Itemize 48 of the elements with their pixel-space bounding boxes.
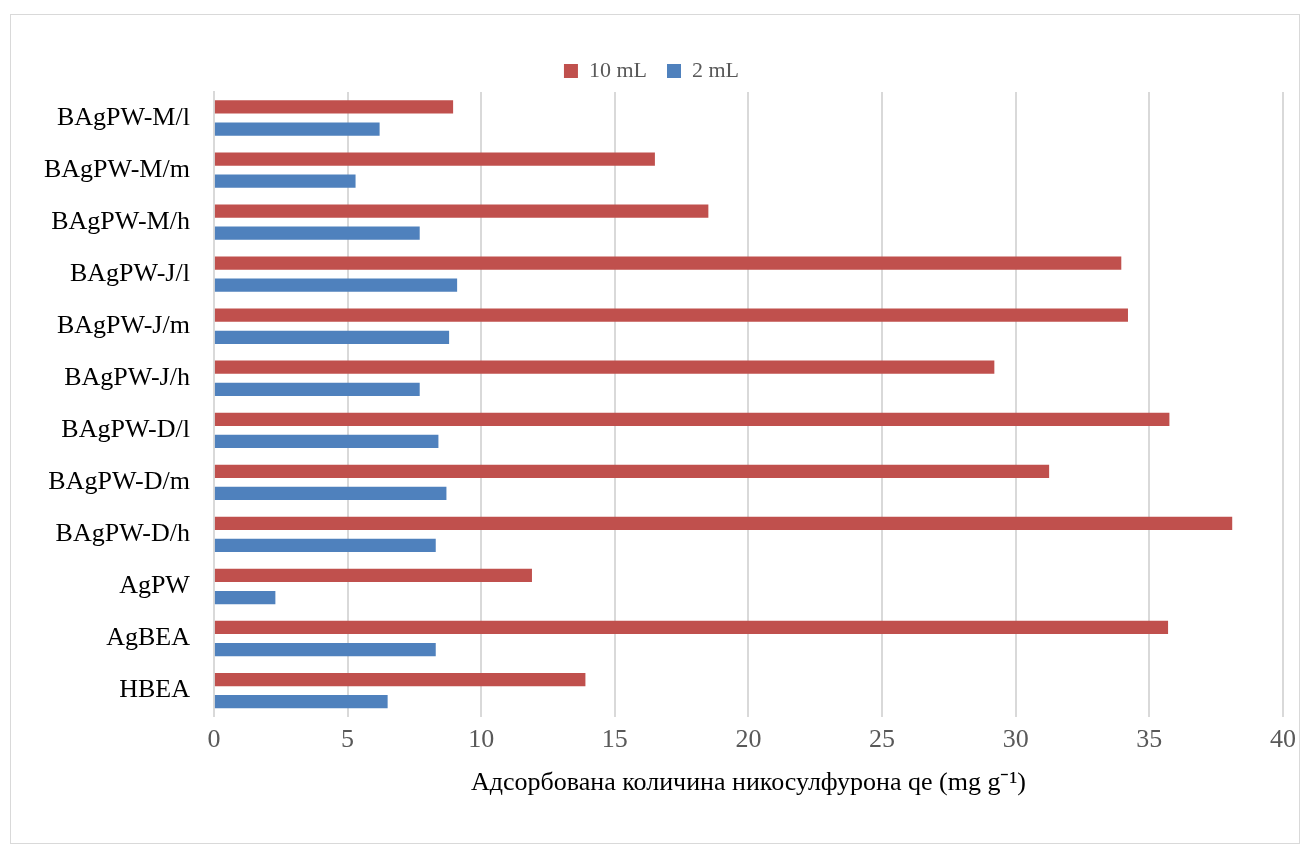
y-tick-label: BAgPW-D/l	[61, 414, 190, 444]
x-tick-label: 0	[207, 724, 221, 754]
x-tick-label: 35	[1136, 724, 1163, 754]
bar	[214, 412, 1170, 426]
x-axis-title: Адсорбована количина никосулфурона qe (mg g⁻¹)	[471, 767, 1026, 797]
y-tick-label: AgBEA	[106, 622, 191, 652]
y-tick-label: HBEA	[119, 674, 191, 704]
bar	[214, 486, 447, 501]
bar	[214, 122, 380, 136]
bar	[214, 434, 439, 449]
bar	[214, 590, 276, 605]
bar	[214, 642, 436, 657]
bar	[214, 620, 1169, 635]
y-tick-label: BAgPW-M/l	[56, 101, 190, 131]
bar	[214, 256, 1122, 270]
bar	[214, 538, 436, 553]
bar	[214, 204, 709, 218]
y-tick-label: BAgPW-M/m	[43, 153, 190, 183]
y-tick-label: BAgPW-D/h	[55, 518, 190, 548]
bar	[214, 330, 450, 344]
bar	[214, 278, 458, 292]
bar	[214, 695, 388, 709]
bar	[214, 516, 1233, 530]
y-tick-label: BAgPW-D/m	[48, 466, 190, 496]
y-tick-label: BAgPW-J/m	[56, 310, 190, 340]
x-tick-label: 20	[735, 724, 762, 754]
bar	[214, 360, 995, 374]
bar	[214, 100, 454, 114]
y-tick-label: BAgPW-M/h	[51, 205, 190, 235]
y-tick-label: BAgPW-J/l	[69, 258, 190, 287]
bar	[214, 152, 655, 166]
bar	[214, 174, 356, 188]
x-tick-label: 15	[601, 724, 628, 754]
x-tick-label: 10	[468, 724, 495, 754]
bar	[214, 308, 1128, 322]
legend-label: 10 mL	[588, 56, 648, 82]
legend-label: 2 mL	[692, 56, 740, 82]
bar	[214, 672, 586, 687]
bar	[214, 226, 420, 240]
bar	[214, 568, 532, 583]
x-tick-label: 30	[1002, 724, 1029, 754]
bar	[214, 382, 420, 396]
bar	[214, 464, 1050, 478]
x-tick-label: 25	[869, 724, 896, 754]
y-tick-label: AgPW	[119, 570, 191, 600]
x-tick-label: 40	[1270, 724, 1296, 754]
y-tick-label: BAgPW-J/h	[64, 362, 190, 392]
x-tick-label: 5	[341, 724, 355, 754]
